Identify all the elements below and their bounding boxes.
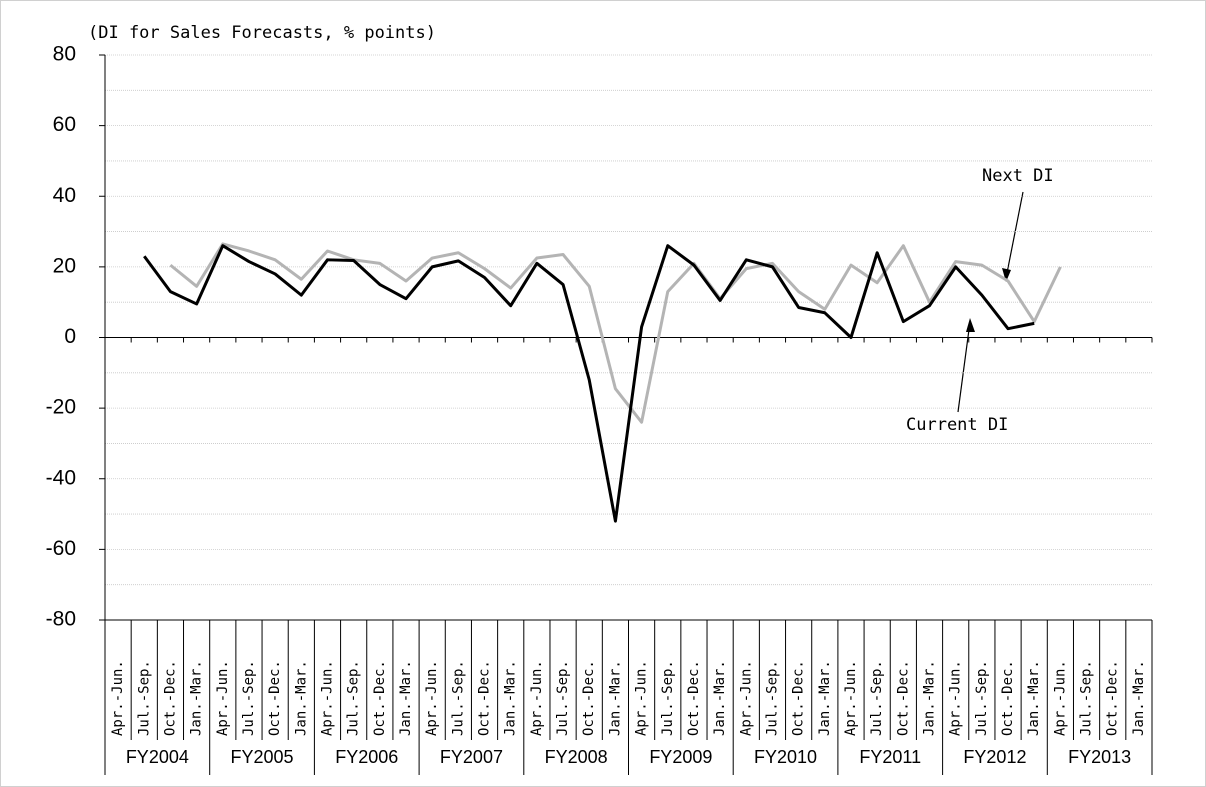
x-tick-label: Jul.-Sep. <box>241 660 257 736</box>
x-tick-label: Apr.-Jun. <box>948 660 964 736</box>
y-tick-label: 40 <box>53 184 76 207</box>
x-tick-label: Jul.-Sep. <box>346 660 362 736</box>
x-tick-label: Jan.-Mar. <box>607 660 623 736</box>
x-tick-label: Apr.-Jun. <box>529 660 545 736</box>
x-tick-label: Oct.-Dec. <box>267 660 283 736</box>
group-label: FY2010 <box>754 747 817 767</box>
x-tick-label: Jan.-Mar. <box>189 660 205 736</box>
x-tick-label: Apr.-Jun. <box>738 660 754 736</box>
group-label: FY2009 <box>649 747 712 767</box>
x-tick-label: Jan.-Mar. <box>922 660 938 736</box>
x-tick-label: Oct.-Dec. <box>686 660 702 736</box>
x-tick-label: Oct.-Dec. <box>162 660 178 736</box>
x-tick-label: Oct.-Dec. <box>1105 660 1121 736</box>
group-label: FY2011 <box>859 747 921 767</box>
group-label: FY2008 <box>545 747 608 767</box>
group-label: FY2013 <box>1068 747 1131 767</box>
x-tick-label: Jan.-Mar. <box>398 660 414 736</box>
x-tick-label: Jan.-Mar. <box>712 660 728 736</box>
group-label: FY2007 <box>440 747 503 767</box>
x-tick-label: Oct.-Dec. <box>895 660 911 736</box>
arrow <box>957 321 971 413</box>
y-tick-label: 20 <box>53 254 76 277</box>
series-line <box>169 242 1062 424</box>
x-tick-label: Apr.-Jun. <box>424 660 440 736</box>
x-tick-label: Jul.-Sep. <box>974 660 990 736</box>
x-tick-label: Oct.-Dec. <box>581 660 597 736</box>
group-label: FY2005 <box>231 747 294 767</box>
x-tick-label: Apr.-Jun. <box>843 660 859 736</box>
y-tick-label: 80 <box>53 43 76 66</box>
y-tick-label: 0 <box>64 325 76 348</box>
group-label: FY2006 <box>335 747 398 767</box>
x-tick-label: Oct.-Dec. <box>791 660 807 736</box>
x-tick-label: Jul.-Sep. <box>660 660 676 736</box>
x-tick-label: Jul.-Sep. <box>555 660 571 736</box>
x-tick-label: Apr.-Jun. <box>319 660 335 736</box>
x-tick-label: Apr.-Jun. <box>1052 660 1068 736</box>
x-tick-label: Jul.-Sep. <box>450 660 466 736</box>
x-tick-label: Jan.-Mar. <box>1026 660 1042 736</box>
x-tick-label: Jul.-Sep. <box>1079 660 1095 736</box>
x-tick-label: Apr.-Jun. <box>634 660 650 736</box>
y-tick-label: -40 <box>46 466 76 489</box>
x-tick-label: Jan.-Mar. <box>503 660 519 736</box>
group-label: FY2012 <box>963 747 1026 767</box>
x-tick-label: Oct.-Dec. <box>1000 660 1016 736</box>
y-axis-label: (DI for Sales Forecasts, % points) <box>88 23 436 43</box>
arrowhead <box>1002 268 1011 282</box>
x-tick-label: Jan.-Mar. <box>817 660 833 736</box>
x-tick-label: Jul.-Sep. <box>764 660 780 736</box>
y-tick-label: 60 <box>53 113 76 136</box>
x-tick-label: Jan.-Mar. <box>1131 660 1147 736</box>
x-tick-label: Jul.-Sep. <box>869 660 885 736</box>
arrow <box>1005 191 1024 279</box>
x-tick-label: Jul.-Sep. <box>136 660 152 736</box>
group-label: FY2004 <box>126 747 189 767</box>
x-tick-label: Oct.-Dec. <box>372 660 388 736</box>
y-tick-label: -60 <box>46 537 76 560</box>
series-line <box>143 244 1035 523</box>
y-tick-label: -80 <box>46 608 76 631</box>
y-tick-label: -20 <box>46 396 76 419</box>
arrowhead <box>966 318 975 332</box>
x-tick-label: Jan.-Mar. <box>293 660 309 736</box>
x-tick-label: Oct.-Dec. <box>477 660 493 736</box>
x-tick-label: Apr.-Jun. <box>110 660 126 736</box>
annotation: Current DI <box>906 415 1008 435</box>
annotation: Next DI <box>982 166 1054 186</box>
x-tick-label: Apr.-Jun. <box>215 660 231 736</box>
